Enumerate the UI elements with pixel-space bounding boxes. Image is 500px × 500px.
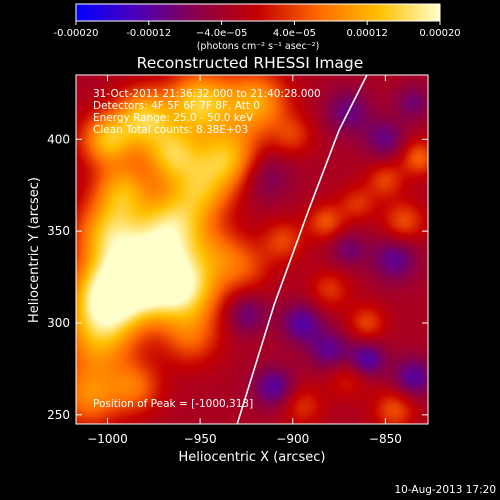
x-axis-label: Heliocentric X (arcsec) [179,450,326,465]
annotation-detectors: Detectors: 4F 5F 6F 7F 8F, Att 0 [93,100,260,112]
axis-ticks: −1000 −950 −900 −850 250 300 350 400 [47,75,428,446]
colorbar-tick-label: −4.0e−05 [196,28,248,39]
colorbar-gradient [75,3,441,22]
y-tick-label: 250 [47,408,70,422]
chart-title: Reconstructed RHESSI Image [137,54,364,72]
colorbar-unit-label: (photons cm⁻² s⁻¹ asec⁻²) [197,41,320,52]
x-tick-label: −850 [369,432,402,446]
timestamp: 10-Aug-2013 17:20 [394,484,496,496]
annotation-peak: Position of Peak = [-1000,313] [93,398,253,410]
y-axis-label: Heliocentric Y (arcsec) [27,177,42,323]
annotation-block: 31-Oct-2011 21:36:32.000 to 21:40:28.000… [93,88,321,136]
colorbar-ticks: -0.00020 -0.00012 −4.0e−05 4.0e−05 0.00012 0.… [54,21,461,39]
x-tick-label: −900 [276,432,309,446]
colorbar-tick-label: 4.0e−05 [273,28,316,39]
colorbar-tick-label: -0.00020 [54,28,99,39]
plot-frame [75,74,429,425]
colorbar-tick-label: 0.00020 [419,28,460,39]
heatmap-image [76,75,428,424]
colorbar-tick-label: 0.00012 [347,28,388,39]
y-tick-label: 350 [47,224,70,238]
colorbar-tick-label: -0.00012 [126,28,171,39]
x-tick-label: −1000 [87,432,128,446]
y-tick-label: 400 [47,132,70,146]
x-tick-label: −950 [184,432,217,446]
y-tick-label: 300 [47,316,70,330]
annotation-energy: Energy Range: 25.0 - 50.0 keV [93,112,254,124]
solar-limb-line [236,74,368,425]
annotation-counts: Clean Total counts: 8.38E+03 [93,124,248,136]
annotation-time: 31-Oct-2011 21:36:32.000 to 21:40:28.000 [93,88,321,100]
colorbar: -0.00020 -0.00012 −4.0e−05 4.0e−05 0.00012 0.… [54,3,461,52]
